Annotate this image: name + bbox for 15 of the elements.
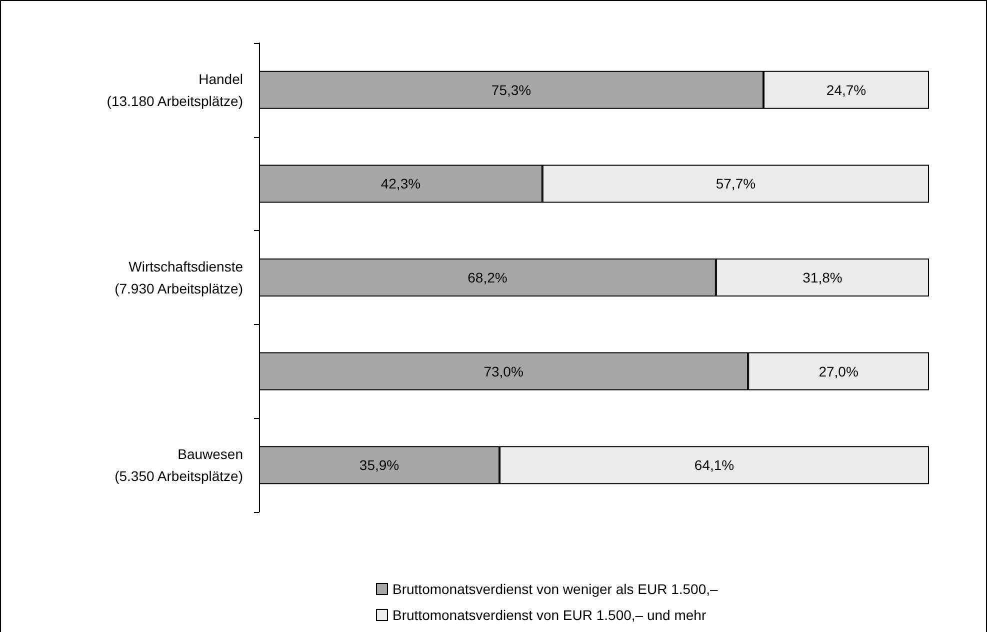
data-label: 73,0%: [484, 363, 524, 380]
legend-label: Bruttomonatsverdienst von EUR 1.500,– und mehr: [392, 607, 706, 623]
y-tick-label: Wirtschaftsdienste (7.930 Arbeitsplätze): [114, 258, 244, 296]
data-label: 57,7%: [716, 176, 756, 192]
y-tick-label: Handel (13.180 Arbeitsplätze): [106, 70, 243, 109]
data-label: 35,9%: [359, 457, 400, 474]
data-label: 75,3%: [491, 82, 532, 98]
data-label: 31,8%: [802, 270, 842, 286]
data-label: 42,3%: [380, 176, 421, 192]
y-tick-label: Bauwesen (5.350 Arbeitsplätze): [114, 446, 243, 484]
data-label: 68,2%: [468, 270, 508, 286]
data-label: 27,0%: [818, 363, 858, 380]
legend-label: Bruttomonatsverdienst von weniger als EUR 1.500,–: [392, 581, 718, 597]
data-label: 64,1%: [694, 457, 734, 474]
data-label: 24,7%: [826, 82, 866, 98]
